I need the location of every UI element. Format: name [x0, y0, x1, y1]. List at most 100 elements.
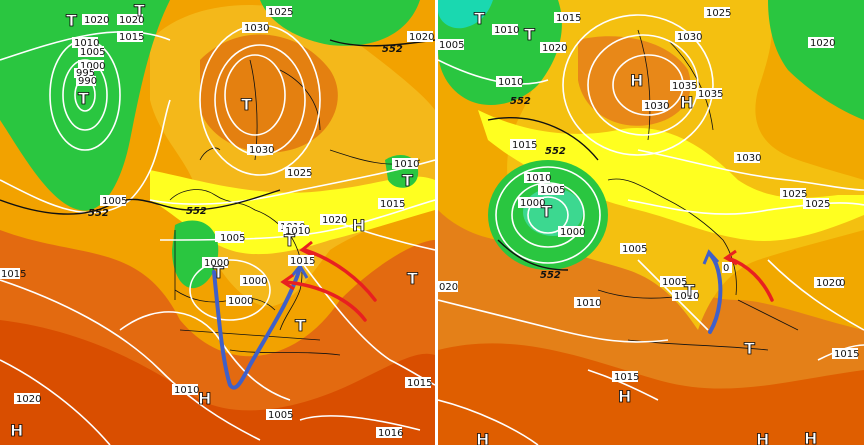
isobar-label: 1005: [78, 46, 105, 58]
isobar-label: 1025: [704, 7, 731, 19]
isobar-labels-right: 1015 1010 1005 1020 1020 1025 1030 1035 …: [438, 7, 859, 383]
svg-text:1000: 1000: [80, 61, 105, 72]
isobar-label: 1015: [612, 371, 639, 383]
low-center-marker: T: [134, 1, 145, 20]
low-center-marker: T: [474, 9, 485, 28]
low-center-marker: T: [407, 269, 418, 288]
green-low-north: [260, 0, 420, 46]
isobar-label: 1025: [803, 198, 830, 210]
svg-text:1010: 1010: [394, 159, 419, 170]
svg-text:1010: 1010: [576, 298, 601, 309]
svg-text:1000: 1000: [204, 258, 229, 269]
isobar-label: 1005: [660, 276, 687, 288]
isobar-label: 1015: [0, 268, 26, 280]
gh-552-label: 552 552 552: [88, 44, 403, 219]
cyan-core: [438, 0, 493, 29]
low-center-marker: T: [284, 231, 295, 250]
svg-text:1005: 1005: [268, 410, 293, 421]
svg-text:552: 552: [540, 270, 561, 281]
svg-text:1005: 1005: [540, 185, 565, 196]
isobar-label: 990: [76, 76, 97, 87]
red-field-south: [0, 320, 435, 445]
isobar-label: 1000: [226, 295, 253, 307]
isobar-label: 1020: [14, 393, 41, 405]
svg-text:1020: 1020: [816, 278, 841, 289]
isobar-label: 1020: [814, 277, 841, 289]
isobar-label: 1005: [438, 39, 464, 51]
isobar-label: 1010: [283, 225, 310, 237]
isobar-label: 1000: [518, 197, 545, 209]
panel-divider: [435, 0, 438, 445]
isobar-label: 1010: [72, 37, 99, 49]
map-panel-left: 1020 1020 1015 1010 1005 1000 995 990 10…: [0, 0, 435, 445]
svg-text:1020: 1020: [542, 43, 567, 54]
svg-text:1020: 1020: [322, 215, 347, 226]
svg-text:1005: 1005: [439, 40, 464, 51]
svg-text:1000: 1000: [242, 276, 267, 287]
isobar-label: 1005: [538, 184, 565, 196]
pressure-centers-left: T T T T T T T T T H H H: [10, 1, 419, 441]
low-center-marker: T: [684, 281, 695, 300]
svg-text:552: 552: [88, 208, 109, 219]
svg-text:1000: 1000: [228, 296, 253, 307]
svg-text:1010: 1010: [674, 291, 699, 302]
svg-text:1015: 1015: [290, 256, 315, 267]
isobar-label: 1020: [320, 214, 347, 226]
left-map-svg: 1020 1020 1015 1010 1005 1000 995 990 10…: [0, 0, 435, 445]
right-map-svg: 1015 1010 1005 1020 1020 1025 1030 1035 …: [438, 0, 864, 445]
svg-text:1015: 1015: [556, 13, 581, 24]
svg-text:1015: 1015: [1, 269, 26, 280]
svg-text:1030: 1030: [244, 23, 269, 34]
low-center-marker: T: [241, 95, 252, 114]
isobar-label: 1005: [100, 195, 127, 207]
flow-arrow-blue: [212, 266, 302, 390]
low-center-marker: T: [78, 89, 89, 108]
low-center-marker: T: [744, 339, 755, 358]
svg-text:1010: 1010: [498, 77, 523, 88]
svg-text:1025: 1025: [706, 8, 731, 19]
svg-text:1000: 1000: [520, 198, 545, 209]
svg-text:1020: 1020: [84, 15, 109, 26]
svg-text:1035: 1035: [698, 89, 723, 100]
isobar-label: 1025: [266, 6, 293, 18]
low-center-marker: T: [524, 25, 535, 44]
svg-text:1015: 1015: [407, 378, 432, 389]
svg-text:1030: 1030: [736, 153, 761, 164]
gh-552-line: [487, 117, 599, 161]
isobar-label: 0: [722, 262, 732, 274]
coastlines: [597, 29, 799, 351]
isobar-label: 1015: [405, 377, 432, 389]
isobar-label: 1015: [378, 198, 405, 210]
svg-text:1010: 1010: [285, 226, 310, 237]
isobar-label: 1020: [540, 42, 567, 54]
svg-text:1005: 1005: [220, 233, 245, 244]
isobar-label: 1005: [620, 243, 647, 255]
svg-text:1005: 1005: [102, 196, 127, 207]
gh-552-line: [0, 189, 281, 215]
flow-arrow-red-head: [723, 249, 738, 266]
svg-text:1020: 1020: [810, 38, 835, 49]
green-low-west: [0, 0, 170, 211]
gh-552-line-south: [497, 239, 569, 271]
isobar-label: 1015: [117, 31, 144, 43]
high-center-marker: H: [618, 387, 631, 406]
pressure-centers-right: T T T T T H H H H H H: [474, 9, 818, 445]
svg-text:0: 0: [723, 263, 729, 274]
isobar-label: 1010: [672, 290, 699, 302]
svg-text:552: 552: [382, 44, 403, 55]
svg-text:552: 552: [545, 146, 566, 157]
isobar-label: 1010: [492, 24, 519, 36]
svg-text:1005: 1005: [662, 277, 687, 288]
isobar-label: 1025: [285, 167, 312, 179]
svg-text:1015: 1015: [614, 372, 639, 383]
isobar-label: 1030: [242, 22, 269, 34]
isobar-label: 1015: [554, 12, 581, 24]
svg-text:1005: 1005: [80, 47, 105, 58]
svg-text:1030: 1030: [677, 32, 702, 43]
svg-text:1005: 1005: [622, 244, 647, 255]
high-center-marker: H: [630, 71, 643, 90]
isobar-labels-left: 1020 1020 1015 1010 1005 1000 995 990 10…: [0, 6, 434, 439]
low-center-marker: T: [213, 263, 224, 282]
svg-text:1020: 1020: [409, 32, 434, 43]
isobar-label: 1015: [832, 348, 859, 360]
